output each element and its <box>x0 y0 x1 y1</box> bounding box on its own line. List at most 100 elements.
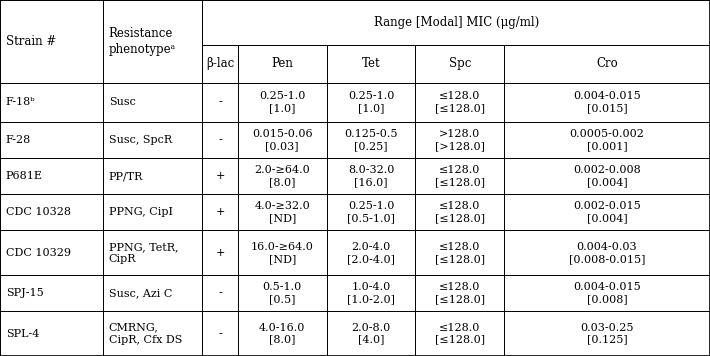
Bar <box>0 83 103 122</box>
Text: ≤128.0
[≤128.0]: ≤128.0 [≤128.0] <box>435 165 485 187</box>
Bar <box>415 83 504 122</box>
Bar <box>202 275 238 311</box>
Bar <box>504 275 710 311</box>
Bar <box>103 122 202 158</box>
Bar <box>504 122 710 158</box>
Bar <box>238 194 327 230</box>
Bar <box>0 230 103 275</box>
Bar <box>0 194 103 230</box>
Text: 2.0-4.0
[2.0-4.0]: 2.0-4.0 [2.0-4.0] <box>347 242 395 264</box>
Bar <box>202 122 238 158</box>
Bar <box>504 194 710 230</box>
Text: β-lac: β-lac <box>206 57 234 70</box>
Text: 0.5-1.0
[0.5]: 0.5-1.0 [0.5] <box>263 282 302 304</box>
Text: Spc: Spc <box>449 57 471 70</box>
Bar <box>504 83 710 122</box>
Text: CDC 10329: CDC 10329 <box>6 248 71 258</box>
Text: 1.0-4.0
[1.0-2.0]: 1.0-4.0 [1.0-2.0] <box>347 282 395 304</box>
Text: 2.0-8.0
[4.0]: 2.0-8.0 [4.0] <box>351 323 390 345</box>
Text: 0.125-0.5
[0.25]: 0.125-0.5 [0.25] <box>344 129 398 151</box>
Text: P681E: P681E <box>6 171 43 181</box>
Text: CMRNG,
CipR, Cfx DS: CMRNG, CipR, Cfx DS <box>109 323 182 345</box>
Bar <box>504 45 710 83</box>
Bar <box>415 45 504 83</box>
Text: 2.0-≥64.0
[8.0]: 2.0-≥64.0 [8.0] <box>254 165 310 187</box>
Bar <box>238 45 327 83</box>
Bar <box>415 230 504 275</box>
Text: +: + <box>215 171 225 181</box>
Text: PPNG, TetR,
CipR: PPNG, TetR, CipR <box>109 242 178 264</box>
Bar <box>327 83 415 122</box>
Text: 0.004-0.03
[0.008-0.015]: 0.004-0.03 [0.008-0.015] <box>569 242 645 264</box>
Bar <box>202 83 238 122</box>
Text: 0.0005-0.002
[0.001]: 0.0005-0.002 [0.001] <box>569 129 645 151</box>
Bar <box>327 230 415 275</box>
Bar <box>202 158 238 194</box>
Text: 0.25-1.0
[0.5-1.0]: 0.25-1.0 [0.5-1.0] <box>347 201 395 224</box>
Text: 0.015-0.06
[0.03]: 0.015-0.06 [0.03] <box>252 129 312 151</box>
Bar <box>327 194 415 230</box>
Bar <box>103 230 202 275</box>
Text: >128.0
[>128.0]: >128.0 [>128.0] <box>435 129 485 151</box>
Bar <box>103 83 202 122</box>
Bar <box>0 0 103 83</box>
Bar <box>238 230 327 275</box>
Bar <box>415 122 504 158</box>
Text: 0.002-0.008
[0.004]: 0.002-0.008 [0.004] <box>573 165 641 187</box>
Text: Tet: Tet <box>361 57 381 70</box>
Text: ≤128.0
[≤128.0]: ≤128.0 [≤128.0] <box>435 323 485 345</box>
Bar <box>504 230 710 275</box>
Text: ≤128.0
[≤128.0]: ≤128.0 [≤128.0] <box>435 242 485 264</box>
Text: ≤128.0
[≤128.0]: ≤128.0 [≤128.0] <box>435 201 485 224</box>
Bar <box>238 83 327 122</box>
Bar <box>327 158 415 194</box>
Text: Susc: Susc <box>109 97 136 107</box>
Text: PPNG, CipI: PPNG, CipI <box>109 208 173 218</box>
Text: ≤128.0
[≤128.0]: ≤128.0 [≤128.0] <box>435 282 485 304</box>
Text: PP/TR: PP/TR <box>109 171 143 181</box>
Text: +: + <box>215 248 225 258</box>
Bar <box>0 158 103 194</box>
Bar <box>238 122 327 158</box>
Bar <box>202 230 238 275</box>
Text: 16.0-≥64.0
[ND]: 16.0-≥64.0 [ND] <box>251 242 314 264</box>
Bar <box>103 275 202 311</box>
Bar <box>327 275 415 311</box>
Bar <box>103 311 202 356</box>
Bar <box>202 0 710 45</box>
Text: +: + <box>215 208 225 218</box>
Text: 4.0-16.0
[8.0]: 4.0-16.0 [8.0] <box>259 323 305 345</box>
Text: 0.004-0.015
[0.015]: 0.004-0.015 [0.015] <box>573 91 641 113</box>
Text: F-18ᵇ: F-18ᵇ <box>6 97 36 107</box>
Bar <box>238 158 327 194</box>
Bar <box>415 311 504 356</box>
Bar <box>415 275 504 311</box>
Bar <box>103 158 202 194</box>
Bar <box>504 311 710 356</box>
Text: -: - <box>218 329 222 339</box>
Text: 0.004-0.015
[0.008]: 0.004-0.015 [0.008] <box>573 282 641 304</box>
Bar <box>0 275 103 311</box>
Bar <box>0 311 103 356</box>
Text: 4.0-≥32.0
[ND]: 4.0-≥32.0 [ND] <box>254 201 310 224</box>
Bar <box>238 275 327 311</box>
Bar <box>103 194 202 230</box>
Bar <box>103 0 202 83</box>
Bar <box>415 194 504 230</box>
Text: Pen: Pen <box>271 57 293 70</box>
Text: Susc, Azi C: Susc, Azi C <box>109 288 172 298</box>
Bar <box>202 45 238 83</box>
Bar <box>327 45 415 83</box>
Text: CDC 10328: CDC 10328 <box>6 208 71 218</box>
Text: -: - <box>218 288 222 298</box>
Text: Susc, SpcR: Susc, SpcR <box>109 135 172 145</box>
Bar <box>415 158 504 194</box>
Text: Range [Modal] MIC (μg/ml): Range [Modal] MIC (μg/ml) <box>373 16 539 29</box>
Text: 0.002-0.015
[0.004]: 0.002-0.015 [0.004] <box>573 201 641 224</box>
Text: F-28: F-28 <box>6 135 31 145</box>
Text: 0.25-1.0
[1.0]: 0.25-1.0 [1.0] <box>259 91 305 113</box>
Bar <box>202 194 238 230</box>
Text: 8.0-32.0
[16.0]: 8.0-32.0 [16.0] <box>348 165 394 187</box>
Bar <box>327 311 415 356</box>
Text: Cro: Cro <box>596 57 618 70</box>
